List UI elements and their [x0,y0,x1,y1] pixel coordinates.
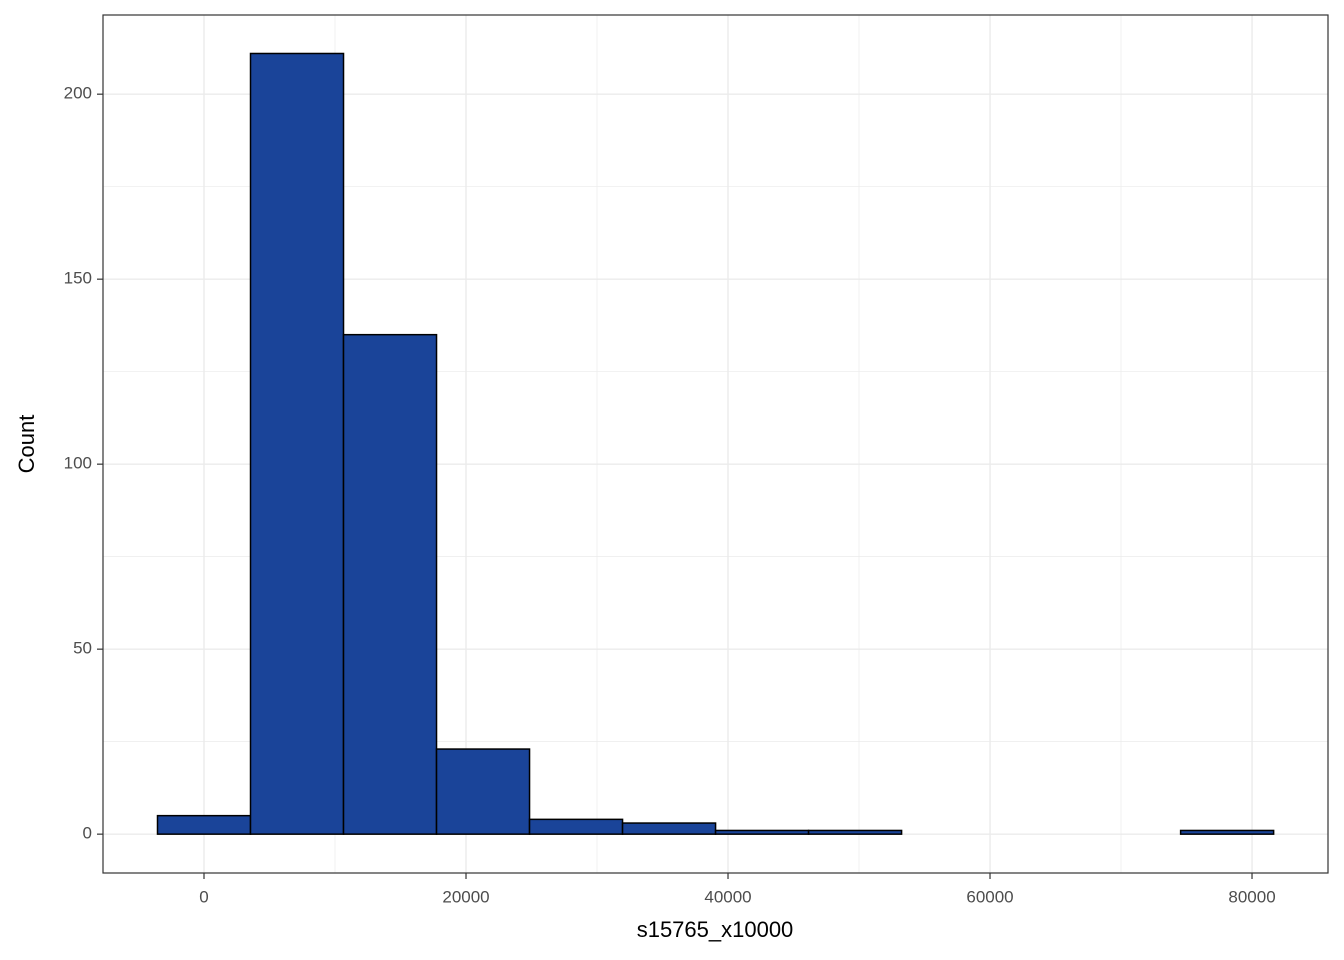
y-tick-label: 150 [64,269,92,288]
y-tick-label: 100 [64,454,92,473]
x-axis-title: s15765_x10000 [637,917,794,942]
y-tick-label: 200 [64,84,92,103]
panel-border [102,14,1329,874]
bar [714,829,810,835]
x-tick-label: 40000 [704,887,751,906]
y-tick-label: 50 [73,639,92,658]
y-tick-label: 0 [83,824,92,843]
x-tick-label: 60000 [966,887,1013,906]
bar [1179,829,1275,835]
x-tick-label: 20000 [442,887,489,906]
bar [342,333,438,835]
y-axis-title: Count [14,415,39,474]
bar [621,822,717,835]
x-tick-label: 80000 [1228,887,1275,906]
bar [435,748,531,835]
x-tick-label: 0 [199,887,208,906]
bar [807,829,903,835]
bar [528,818,624,835]
bar [249,52,345,835]
bar [156,814,252,835]
